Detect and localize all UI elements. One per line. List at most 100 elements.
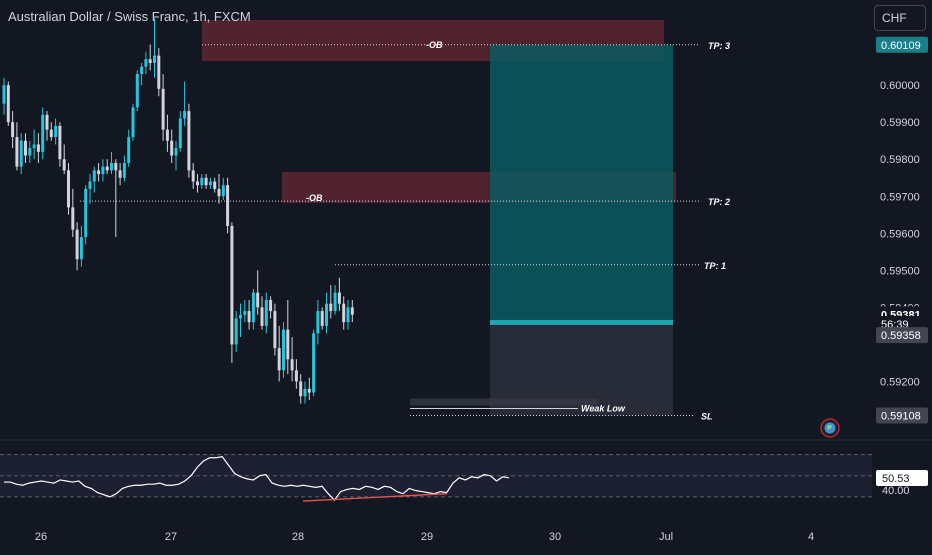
candle[interactable]	[170, 129, 174, 163]
candle[interactable]	[174, 140, 178, 171]
candle[interactable]	[303, 381, 307, 404]
candle[interactable]	[200, 174, 204, 189]
candle[interactable]	[84, 185, 88, 245]
candle[interactable]	[110, 151, 113, 175]
candle[interactable]	[346, 299, 350, 330]
candle[interactable]	[307, 377, 311, 400]
candle[interactable]	[41, 107, 45, 160]
currency-button[interactable]: CHF	[874, 5, 926, 31]
candle[interactable]	[49, 122, 53, 141]
rsi-line[interactable]	[4, 456, 510, 501]
candle[interactable]	[2, 77, 6, 115]
candle[interactable]	[187, 103, 191, 178]
candle[interactable]	[19, 133, 23, 175]
candle[interactable]	[282, 322, 285, 378]
candle[interactable]	[131, 103, 135, 141]
candle[interactable]	[101, 159, 105, 182]
candle[interactable]	[148, 44, 152, 71]
candle[interactable]	[71, 188, 75, 238]
candle[interactable]	[122, 155, 126, 182]
candle[interactable]	[337, 277, 341, 312]
candle[interactable]	[62, 144, 66, 175]
candle[interactable]	[58, 122, 62, 167]
candle-body	[118, 170, 122, 178]
candle[interactable]	[312, 329, 316, 397]
candle[interactable]	[247, 299, 251, 330]
candle[interactable]	[118, 162, 122, 186]
candle[interactable]	[208, 177, 212, 189]
candle[interactable]	[6, 81, 10, 126]
candle[interactable]	[243, 299, 247, 323]
candle[interactable]	[161, 74, 165, 141]
price-axis[interactable]: 0.60000 0.59900 0.59800 0.59700 0.59600 0.595…	[876, 36, 928, 497]
candle[interactable]	[75, 222, 79, 271]
candle[interactable]	[239, 303, 242, 338]
time-axis[interactable]: 26 27 28 29 30 Jul 4	[35, 531, 814, 543]
candle[interactable]	[350, 299, 354, 323]
candle[interactable]	[144, 51, 148, 75]
candle[interactable]	[226, 177, 230, 234]
candle[interactable]	[196, 174, 199, 193]
candle[interactable]	[79, 225, 83, 267]
candle-body	[312, 333, 316, 393]
candle[interactable]	[221, 177, 225, 200]
candle[interactable]	[157, 48, 161, 97]
candle[interactable]	[251, 288, 255, 330]
tp2-label: TP: 2	[708, 197, 730, 207]
candle[interactable]	[217, 174, 221, 204]
indicator-globe-icon[interactable]	[820, 418, 840, 438]
candle[interactable]	[36, 133, 40, 163]
candle[interactable]	[45, 111, 49, 141]
candle-body	[217, 188, 221, 197]
candle[interactable]	[127, 129, 131, 167]
candle[interactable]	[273, 303, 277, 356]
candle[interactable]	[264, 292, 268, 334]
candle[interactable]	[28, 140, 32, 163]
candle[interactable]	[234, 311, 238, 352]
candle[interactable]	[329, 285, 333, 319]
candle[interactable]	[191, 162, 195, 189]
candle-body	[144, 59, 148, 67]
candle[interactable]	[333, 285, 337, 315]
candle[interactable]	[299, 374, 303, 404]
candle[interactable]	[277, 325, 281, 382]
candle[interactable]	[178, 111, 182, 152]
candle[interactable]	[165, 114, 169, 152]
candle[interactable]	[11, 111, 15, 149]
candle[interactable]	[230, 222, 234, 363]
price-tick-label: 0.59900	[880, 117, 920, 129]
candle[interactable]	[88, 174, 92, 204]
candle[interactable]	[15, 122, 19, 171]
candle[interactable]	[105, 159, 109, 175]
candle[interactable]	[92, 166, 96, 193]
candle-body	[105, 166, 109, 171]
candle[interactable]	[213, 177, 217, 193]
candle[interactable]	[32, 129, 36, 160]
candle[interactable]	[316, 299, 320, 345]
candle[interactable]	[294, 359, 298, 389]
candle[interactable]	[54, 118, 58, 145]
candle[interactable]	[97, 162, 101, 182]
time-label: Jul	[659, 531, 673, 543]
candle[interactable]	[256, 270, 260, 315]
candle[interactable]	[325, 292, 328, 334]
candle[interactable]	[269, 296, 273, 319]
candle[interactable]	[24, 133, 27, 163]
candle[interactable]	[342, 296, 346, 330]
candle[interactable]	[290, 337, 294, 382]
candle[interactable]	[140, 62, 144, 86]
candle[interactable]	[183, 81, 187, 126]
candle[interactable]	[286, 299, 290, 375]
candle[interactable]	[204, 174, 208, 189]
rsi-pane[interactable]	[0, 439, 932, 502]
candle[interactable]	[320, 307, 324, 330]
candles-layer[interactable]	[2, 18, 354, 404]
candle[interactable]	[114, 159, 118, 238]
candle[interactable]	[67, 162, 70, 215]
candle[interactable]	[135, 70, 139, 112]
candle[interactable]	[153, 18, 156, 78]
candle-body	[28, 148, 32, 156]
candle[interactable]	[260, 296, 264, 330]
